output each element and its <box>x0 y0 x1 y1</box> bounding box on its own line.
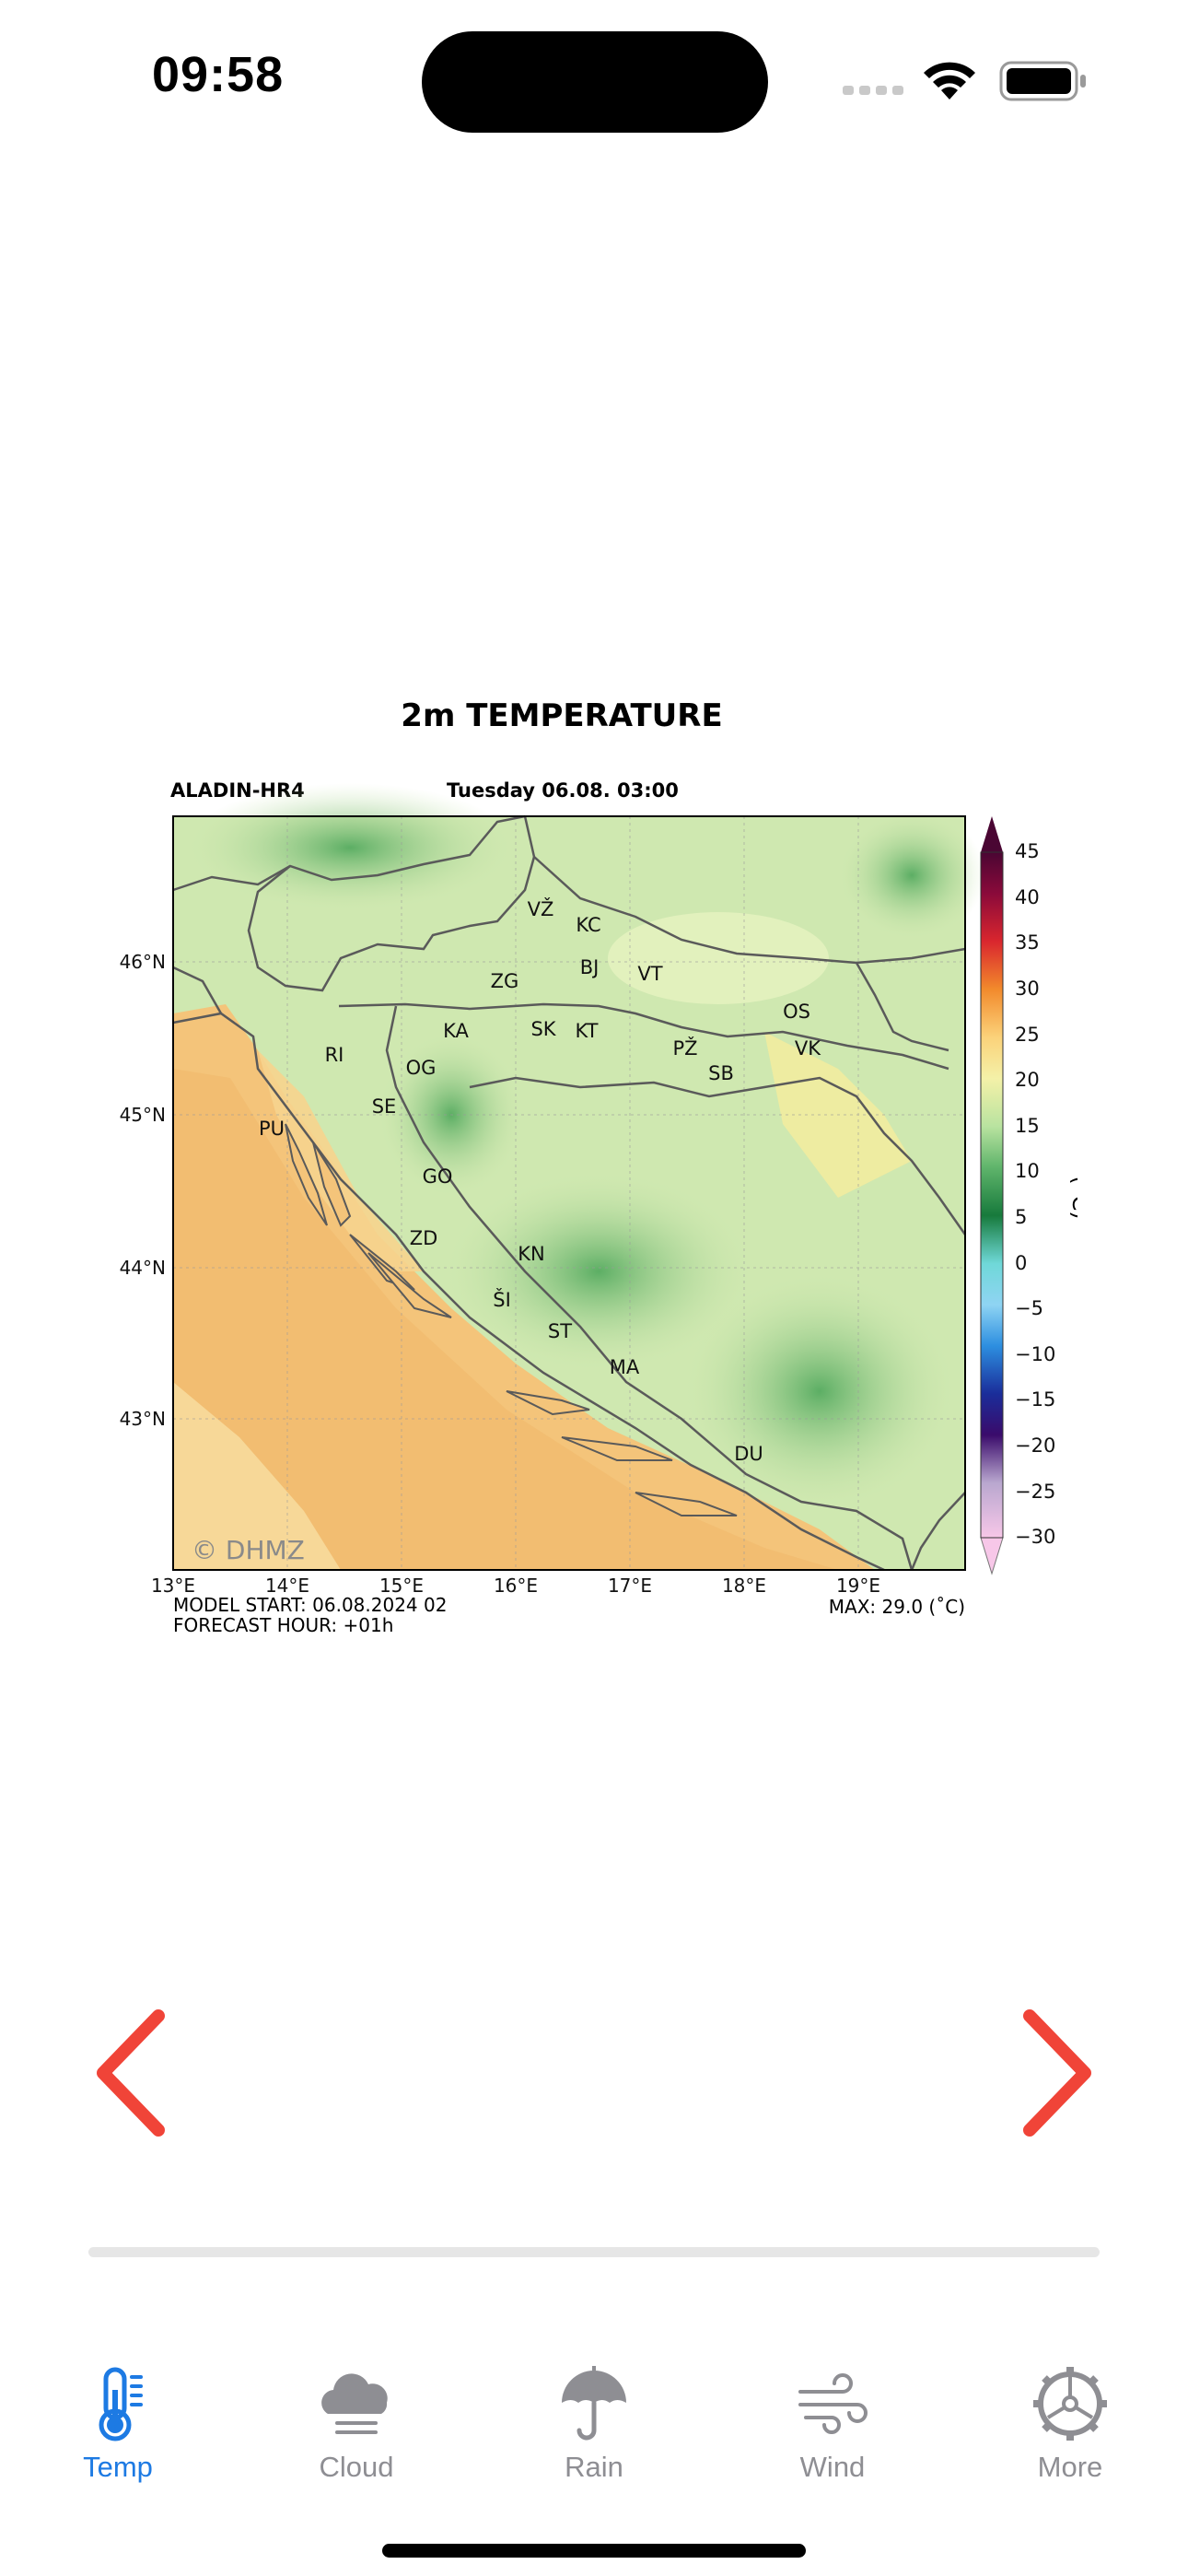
colorbar-tick: 30 <box>1015 978 1040 1000</box>
city-label: GO <box>423 1165 453 1188</box>
city-label: ZD <box>410 1227 438 1249</box>
colorbar-tick: −5 <box>1015 1297 1043 1319</box>
wind-icon <box>798 2373 868 2434</box>
map-valid-time: Tuesday 06.08. 03:00 <box>447 779 679 802</box>
lat-tick: 46°N <box>120 951 166 973</box>
city-label: VK <box>795 1037 821 1060</box>
city-label: OG <box>406 1057 437 1079</box>
temperature-colorbar: 45 40 35 30 25 20 15 10 5 0 −5 −10 −15 −… <box>980 816 1077 1575</box>
colorbar-tick: −25 <box>1015 1481 1055 1503</box>
lat-tick: 44°N <box>120 1257 166 1279</box>
previous-button[interactable] <box>83 1999 184 2147</box>
tab-label: Wind <box>799 2451 866 2483</box>
map-watermark: © DHMZ <box>192 1535 305 1565</box>
city-label: OS <box>783 1001 810 1023</box>
lat-tick: 45°N <box>120 1104 166 1126</box>
colorbar-tick: −30 <box>1015 1526 1055 1548</box>
colorbar-tick: 25 <box>1015 1024 1040 1046</box>
colorbar-tick: 0 <box>1015 1252 1027 1274</box>
max-temperature-label: MAX: 29.0 (˚C) <box>829 1596 965 1618</box>
tab-label: Cloud <box>319 2451 394 2483</box>
lon-tick: 18°E <box>722 1575 766 1597</box>
lon-tick: 15°E <box>379 1575 424 1597</box>
city-label: DU <box>734 1443 763 1465</box>
thermometer-icon <box>99 2367 143 2441</box>
tab-label: Temp <box>83 2451 153 2483</box>
tab-label: More <box>1037 2451 1103 2483</box>
city-label: BJ <box>580 956 600 978</box>
forecast-map-image: 2m TEMPERATURE ALADIN-HR4 Tuesday 06.08.… <box>120 682 1077 1640</box>
home-indicator <box>382 2544 806 2558</box>
city-label: SB <box>708 1062 734 1084</box>
battery-icon <box>999 61 1086 101</box>
next-button[interactable] <box>1004 1999 1105 2147</box>
map-title: 2m TEMPERATURE <box>401 697 722 734</box>
cellular-signal-icon <box>843 83 909 100</box>
lat-tick: 43°N <box>120 1408 166 1430</box>
city-label: KC <box>576 914 600 936</box>
city-label: SE <box>372 1095 397 1118</box>
dynamic-island <box>422 31 768 133</box>
colorbar-tick: 20 <box>1015 1069 1040 1091</box>
temperature-plot-area: © DHMZ VŽ KC BJ VT ZG KA SK KT PŽ OS VK … <box>172 783 985 1572</box>
colorbar-tick: 15 <box>1015 1115 1040 1137</box>
status-bar: 09:58 <box>0 0 1188 166</box>
colorbar-tick: −10 <box>1015 1343 1055 1365</box>
city-label: ST <box>548 1320 572 1342</box>
city-label: SK <box>530 1018 556 1040</box>
colorbar-tick: 35 <box>1015 931 1040 954</box>
city-label: VŽ <box>528 897 554 920</box>
cloud-icon <box>321 2373 388 2434</box>
colorbar-tick: 10 <box>1015 1160 1040 1182</box>
status-time: 09:58 <box>152 47 285 102</box>
tab-rain[interactable]: Rain <box>493 2340 695 2488</box>
wifi-icon <box>924 62 975 100</box>
forecast-time-slider[interactable] <box>88 2247 1100 2257</box>
lon-tick: 17°E <box>608 1575 652 1597</box>
city-label: PŽ <box>672 1036 697 1060</box>
lon-tick: 13°E <box>151 1575 195 1597</box>
colorbar-unit-label: (˚C) <box>1067 1176 1077 1219</box>
tab-bar: Temp Cloud Rain Wind <box>0 2340 1188 2488</box>
city-label: ZG <box>491 970 519 992</box>
colorbar-tick: 5 <box>1015 1206 1027 1228</box>
city-label: VT <box>637 963 662 985</box>
chevron-right-icon <box>1023 2009 1091 2137</box>
tab-wind[interactable]: Wind <box>731 2340 934 2488</box>
colorbar-tick: 40 <box>1015 886 1040 908</box>
colorbar-tick: −20 <box>1015 1434 1055 1457</box>
tab-temp[interactable]: Temp <box>17 2340 219 2488</box>
forecast-hour-label: FORECAST HOUR: +01h <box>173 1614 393 1636</box>
model-start-label: MODEL START: 06.08.2024 02 <box>173 1594 447 1616</box>
colorbar-tick: 45 <box>1015 840 1040 862</box>
city-label: KT <box>576 1020 599 1042</box>
city-label: PU <box>259 1118 285 1140</box>
lon-tick: 16°E <box>494 1575 538 1597</box>
colorbar-tick: −15 <box>1015 1388 1055 1411</box>
city-label: ŠI <box>493 1288 511 1311</box>
gear-icon <box>1033 2367 1107 2441</box>
city-label: KA <box>443 1020 469 1042</box>
tab-label: Rain <box>565 2451 623 2483</box>
tab-more[interactable]: More <box>969 2340 1171 2488</box>
city-label: MA <box>610 1356 640 1378</box>
lon-tick: 14°E <box>265 1575 309 1597</box>
chevron-left-icon <box>97 2009 165 2137</box>
city-label: RI <box>325 1044 344 1066</box>
lon-tick: 19°E <box>836 1575 880 1597</box>
umbrella-icon <box>562 2366 626 2441</box>
city-label: KN <box>518 1243 544 1265</box>
tab-cloud[interactable]: Cloud <box>255 2340 458 2488</box>
